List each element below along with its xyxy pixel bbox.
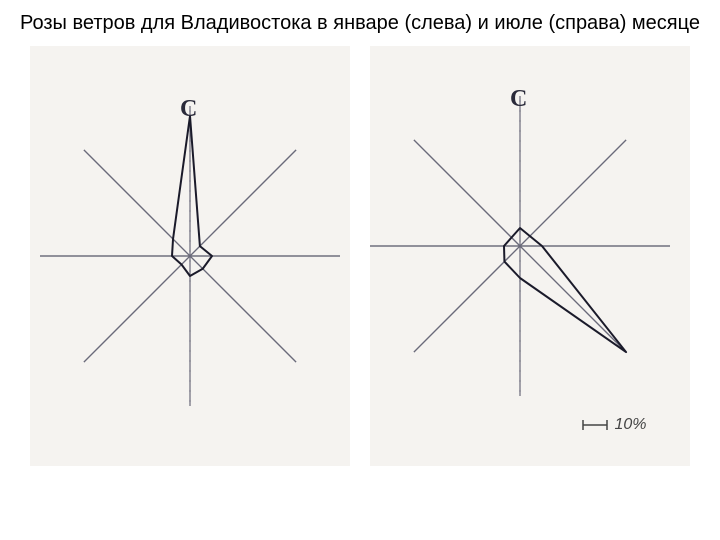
scale-label-text: 10%	[614, 416, 646, 433]
wind-rose-july: С 10%	[370, 46, 690, 471]
wind-rose-january: С	[30, 46, 350, 471]
page-title: Розы ветров для Владивостока в январе (с…	[0, 0, 720, 36]
wind-rose-july-svg	[370, 46, 690, 466]
scale-legend: 10%	[580, 416, 646, 434]
north-label-right: С	[510, 86, 527, 113]
diagram-row: С С 10%	[0, 36, 720, 471]
scale-bracket-icon	[580, 418, 610, 432]
north-label-left: С	[180, 96, 197, 123]
